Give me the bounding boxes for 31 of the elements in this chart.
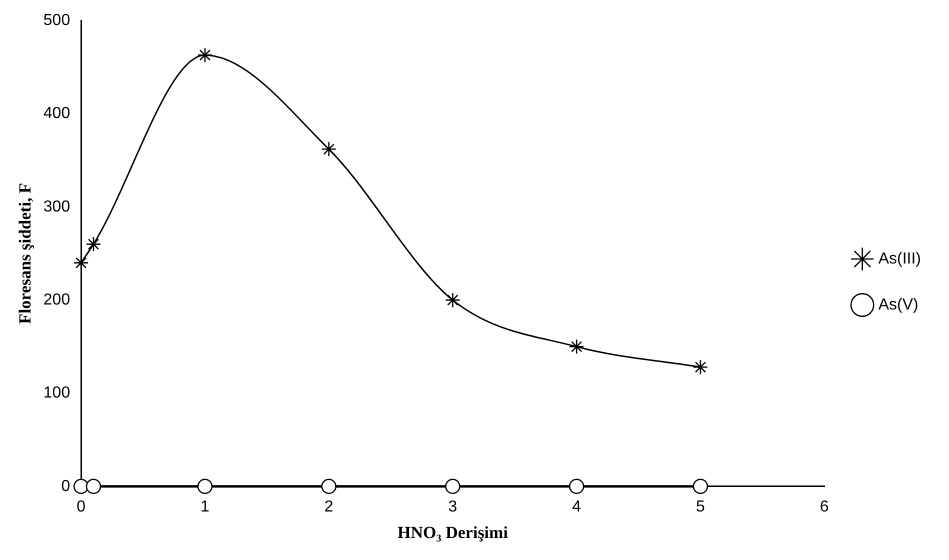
x-tick-label: 6: [820, 498, 829, 516]
point: [445, 292, 460, 308]
point: [321, 478, 336, 494]
point: [568, 478, 584, 494]
x-tick-label: 4: [572, 498, 582, 516]
x-tick-label: 5: [696, 498, 706, 516]
y-tick-label: 0: [61, 478, 70, 495]
y-tick-label: 500: [43, 12, 70, 30]
point: [568, 339, 584, 354]
point: [86, 236, 102, 252]
point: [197, 478, 213, 494]
legend-label: As(III): [878, 250, 922, 268]
legend-label: As(V): [878, 296, 918, 314]
point: [73, 478, 89, 494]
point: [86, 478, 102, 494]
x-tick-label: 2: [324, 498, 334, 516]
x-tick-label: 3: [448, 498, 458, 516]
y-tick-label: 300: [43, 198, 70, 216]
y-tick-label: 400: [43, 105, 70, 122]
point: [692, 360, 708, 375]
point: [73, 255, 89, 270]
y-tick-label: 100: [43, 384, 70, 402]
y-axis-title: Floresans şiddeti, F: [16, 183, 35, 324]
y-tick-label: 200: [43, 291, 70, 308]
point: [197, 47, 213, 63]
point: [692, 478, 708, 494]
x-axis-title: HNO₃ Derişimi: [398, 523, 508, 542]
point: [445, 478, 460, 494]
point: [321, 142, 336, 157]
x-tick-label: 1: [200, 498, 210, 516]
x-tick-label: 0: [76, 498, 86, 516]
